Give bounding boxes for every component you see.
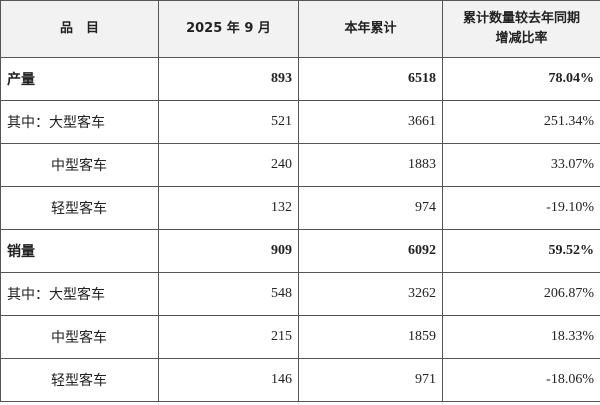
cell-value: 206.87% bbox=[442, 272, 600, 316]
table-row: 其中：大型客车 548 3262 206.87% bbox=[0, 272, 600, 316]
table-row: 中型客车 215 1859 18.33% bbox=[0, 315, 600, 359]
table-row: 销量 909 6092 59.52% bbox=[0, 229, 600, 273]
cell-value: 521 bbox=[158, 100, 299, 144]
table-header: 品 目 2025 年 9 月 本年累计 累计数量较去年同期增减比率 bbox=[0, 0, 600, 58]
table-row: 产量 893 6518 78.04% bbox=[0, 57, 600, 101]
cell-value: 548 bbox=[158, 272, 299, 316]
cell-value: 971 bbox=[298, 358, 443, 402]
header-cell: 品 目 bbox=[0, 0, 159, 58]
cell-value: 1859 bbox=[298, 315, 443, 359]
table-row: 中型客车 240 1883 33.07% bbox=[0, 143, 600, 187]
cell-value: 1883 bbox=[298, 143, 443, 187]
cell-value: 18.33% bbox=[442, 315, 600, 359]
table-row: 轻型客车 146 971 -18.06% bbox=[0, 358, 600, 402]
cell-value: 6518 bbox=[298, 57, 443, 101]
table-row: 其中：大型客车 521 3661 251.34% bbox=[0, 100, 600, 144]
cell-value: 3661 bbox=[298, 100, 443, 144]
cell-value: 240 bbox=[158, 143, 299, 187]
cell-value: 78.04% bbox=[442, 57, 600, 101]
cell-value: 146 bbox=[158, 358, 299, 402]
header-cell: 2025 年 9 月 bbox=[158, 0, 299, 58]
cell-value: 909 bbox=[158, 229, 299, 273]
row-label: 轻型客车 bbox=[0, 358, 159, 402]
header-text: 品 目 bbox=[59, 21, 99, 36]
row-label: 其中：大型客车 bbox=[0, 272, 159, 316]
cell-value: 33.07% bbox=[442, 143, 600, 187]
row-label: 中型客车 bbox=[0, 143, 159, 187]
header-text: 本年累计 bbox=[344, 21, 397, 36]
cell-value: 215 bbox=[158, 315, 299, 359]
cell-value: -18.06% bbox=[442, 358, 600, 402]
header-cell: 本年累计 bbox=[298, 0, 443, 58]
cell-value: 251.34% bbox=[442, 100, 600, 144]
cell-value: 893 bbox=[158, 57, 299, 101]
cell-value: 132 bbox=[158, 186, 299, 230]
cell-value: -19.10% bbox=[442, 186, 600, 230]
header-text: 累计数量较去年同期增减比率 bbox=[462, 11, 580, 46]
table-body: 产量 893 6518 78.04% 其中：大型客车 521 3661 251.34% 中型客车… bbox=[0, 57, 600, 402]
header-row: 品 目 2025 年 9 月 本年累计 累计数量较去年同期增减比率 bbox=[0, 0, 600, 58]
row-label: 轻型客车 bbox=[0, 186, 159, 230]
table-row: 轻型客车 132 974 -19.10% bbox=[0, 186, 600, 230]
row-label: 产量 bbox=[0, 57, 159, 101]
row-label: 销量 bbox=[0, 229, 159, 273]
cell-value: 3262 bbox=[298, 272, 443, 316]
header-text: 2025 年 9 月 bbox=[186, 21, 271, 36]
cell-value: 6092 bbox=[298, 229, 443, 273]
cell-value: 974 bbox=[298, 186, 443, 230]
header-cell: 累计数量较去年同期增减比率 bbox=[442, 0, 600, 58]
row-label: 其中：大型客车 bbox=[0, 100, 159, 144]
cell-value: 59.52% bbox=[442, 229, 600, 273]
row-label: 中型客车 bbox=[0, 315, 159, 359]
